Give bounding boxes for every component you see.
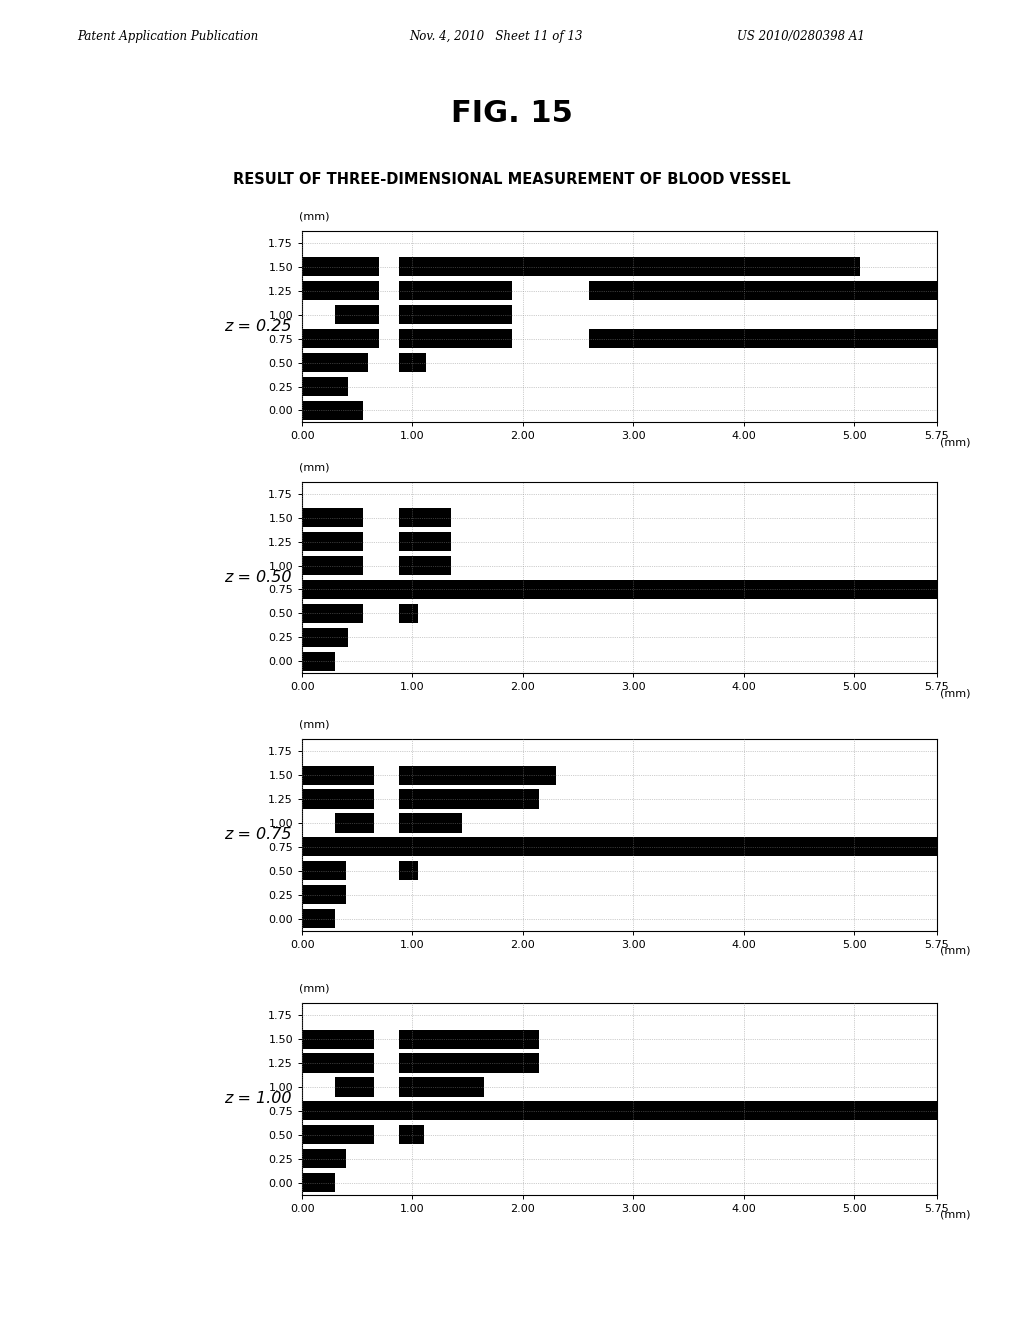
Bar bbox=[399, 329, 512, 348]
Bar bbox=[302, 281, 379, 301]
Bar bbox=[399, 766, 556, 784]
Bar bbox=[302, 1101, 937, 1121]
Bar bbox=[399, 305, 512, 325]
Bar bbox=[399, 1125, 424, 1144]
Bar bbox=[302, 861, 346, 880]
Text: Nov. 4, 2010   Sheet 11 of 13: Nov. 4, 2010 Sheet 11 of 13 bbox=[410, 30, 583, 44]
Text: (mm): (mm) bbox=[299, 462, 330, 473]
Bar bbox=[399, 1077, 484, 1097]
Text: (mm): (mm) bbox=[940, 1210, 971, 1220]
Bar bbox=[302, 579, 937, 599]
Bar bbox=[302, 329, 379, 348]
Bar bbox=[302, 1173, 335, 1192]
Bar bbox=[302, 378, 348, 396]
Text: (mm): (mm) bbox=[299, 983, 330, 994]
Bar bbox=[335, 305, 379, 325]
Text: (mm): (mm) bbox=[299, 211, 330, 222]
Bar bbox=[399, 556, 452, 576]
Bar bbox=[399, 1030, 540, 1048]
Text: US 2010/0280398 A1: US 2010/0280398 A1 bbox=[737, 30, 865, 44]
Bar bbox=[399, 1053, 540, 1073]
Text: z = 0.25: z = 0.25 bbox=[224, 319, 292, 334]
Text: (mm): (mm) bbox=[940, 689, 971, 698]
Bar bbox=[302, 401, 362, 420]
Bar bbox=[302, 352, 369, 372]
Bar bbox=[335, 1077, 374, 1097]
Bar bbox=[302, 652, 335, 671]
Bar bbox=[399, 508, 452, 527]
Bar bbox=[399, 532, 452, 552]
Bar bbox=[302, 1030, 374, 1048]
Bar bbox=[302, 766, 374, 784]
Bar bbox=[589, 329, 937, 348]
Text: z = 0.50: z = 0.50 bbox=[224, 570, 292, 585]
Bar bbox=[399, 281, 512, 301]
Text: z = 1.00: z = 1.00 bbox=[224, 1092, 292, 1106]
Bar bbox=[399, 813, 462, 833]
Bar bbox=[302, 257, 379, 276]
Bar bbox=[302, 789, 374, 809]
Bar bbox=[302, 532, 362, 552]
Text: RESULT OF THREE-DIMENSIONAL MEASUREMENT OF BLOOD VESSEL: RESULT OF THREE-DIMENSIONAL MEASUREMENT … bbox=[233, 172, 791, 186]
Text: (mm): (mm) bbox=[940, 946, 971, 956]
Bar bbox=[399, 861, 418, 880]
Bar bbox=[302, 556, 362, 576]
Bar bbox=[302, 909, 335, 928]
Bar bbox=[302, 837, 937, 857]
Text: z = 0.75: z = 0.75 bbox=[224, 828, 292, 842]
Bar bbox=[302, 1150, 346, 1168]
Bar bbox=[399, 789, 540, 809]
Bar bbox=[302, 628, 348, 647]
Bar bbox=[335, 813, 374, 833]
Bar bbox=[302, 508, 362, 527]
Bar bbox=[302, 886, 346, 904]
Bar bbox=[302, 1053, 374, 1073]
Bar bbox=[302, 603, 362, 623]
Bar bbox=[399, 352, 426, 372]
Bar bbox=[589, 281, 937, 301]
Text: (mm): (mm) bbox=[940, 438, 971, 447]
Text: (mm): (mm) bbox=[299, 719, 330, 730]
Text: FIG. 15: FIG. 15 bbox=[451, 99, 573, 128]
Bar bbox=[302, 1125, 374, 1144]
Bar bbox=[399, 603, 418, 623]
Bar bbox=[399, 257, 860, 276]
Text: Patent Application Publication: Patent Application Publication bbox=[77, 30, 258, 44]
